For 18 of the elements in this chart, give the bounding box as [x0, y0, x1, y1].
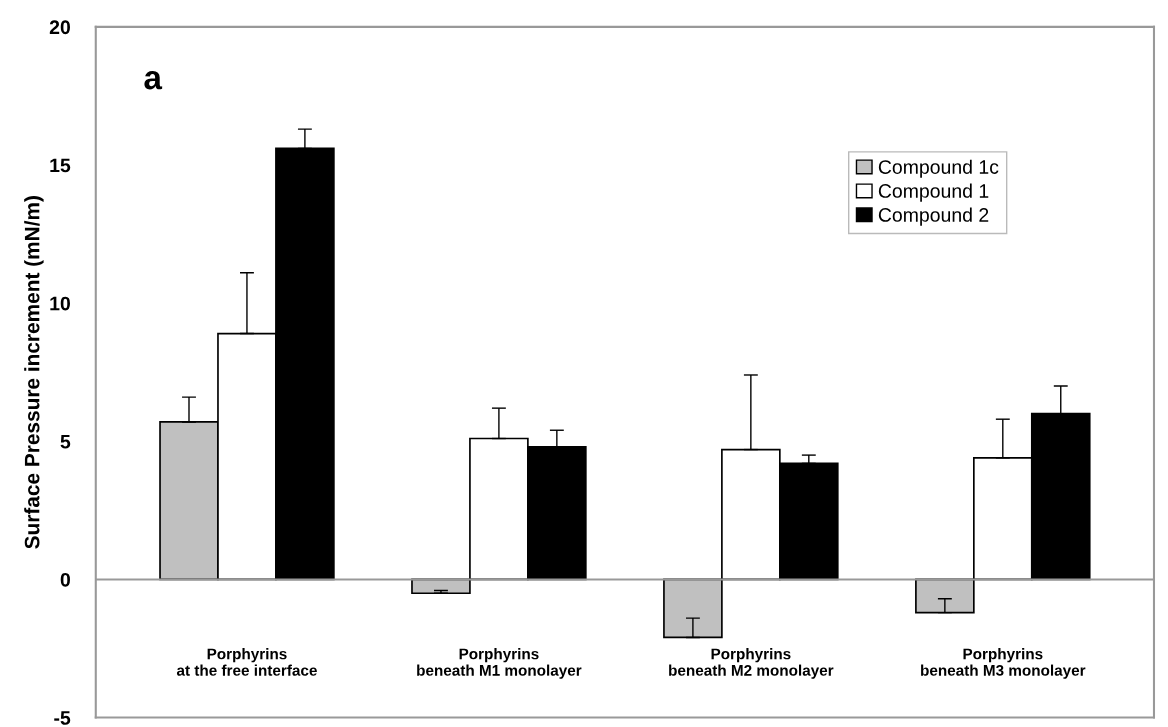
y-tick-label: 10 [50, 296, 70, 311]
y-axis-title: Surface Pressure increment (mN/m) [24, 196, 44, 549]
bar [411, 578, 471, 595]
y-tick-label: 0 [60, 572, 70, 587]
x-tick-label: Porphyrins beneath M2 monolayer [669, 648, 834, 679]
y-tick-label: 15 [50, 158, 71, 173]
annotation: a [144, 71, 163, 90]
x-tick-label: Porphyrins beneath M3 monolayer [921, 648, 1086, 679]
bar [663, 578, 723, 639]
x-tick-label: Porphyrins beneath M1 monolayer [417, 648, 582, 679]
legend-label: Compound 1 [878, 183, 989, 202]
legend-label: Compound 2 [878, 207, 989, 226]
bar [915, 578, 975, 614]
x-tick-label: Porphyrins at the free interface [176, 648, 317, 676]
y-tick-label: 20 [49, 20, 70, 35]
legend-label: Compound 1c [878, 159, 999, 178]
y-tick-label: -5 [54, 711, 71, 725]
y-tick-label: 5 [60, 434, 71, 449]
